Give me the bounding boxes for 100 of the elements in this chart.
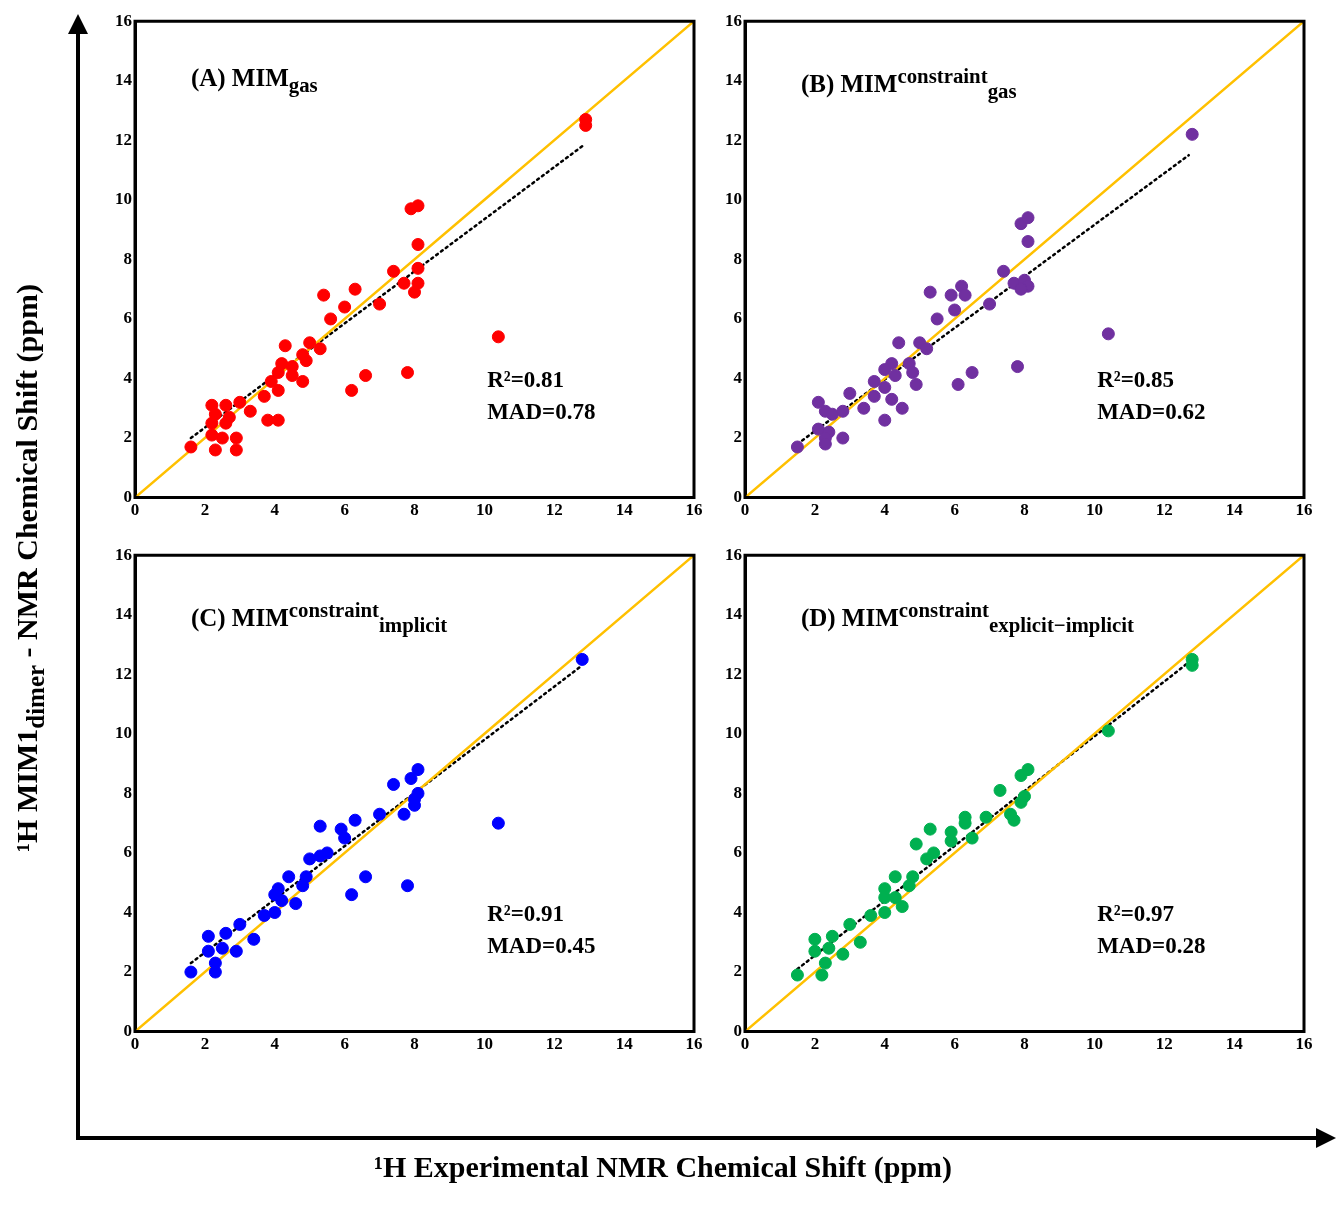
point [944, 288, 958, 302]
y-tick-label: 16 [725, 544, 742, 564]
point [491, 330, 505, 344]
x-tick-label: 8 [410, 500, 419, 520]
y-tick-label: 10 [725, 723, 742, 743]
point [843, 917, 857, 931]
point [219, 398, 233, 412]
point [299, 354, 313, 368]
y-tick-label: 0 [123, 1020, 132, 1040]
text: (A) MIM$_{gas}$ [190, 64, 318, 99]
point [923, 822, 937, 836]
point [822, 941, 836, 955]
point [338, 300, 352, 314]
point [920, 852, 934, 866]
point [184, 965, 198, 979]
point [397, 807, 411, 821]
point [888, 891, 902, 905]
point [1014, 795, 1028, 809]
point [930, 312, 944, 326]
y-tick-label: 8 [123, 782, 132, 802]
point [313, 819, 327, 833]
point [205, 428, 219, 442]
point [965, 366, 979, 380]
point [997, 264, 1011, 278]
x-tick-label: 10 [475, 1034, 493, 1054]
point [920, 342, 934, 356]
point [867, 389, 881, 403]
point [408, 285, 421, 299]
point [271, 413, 285, 427]
y-tick-label: 16 [115, 10, 132, 30]
y-tick-label: 4 [733, 367, 743, 387]
point [401, 879, 415, 893]
point [923, 285, 937, 299]
x-tick-label: 6 [950, 500, 959, 520]
annotation: R²=0.85 [1097, 366, 1176, 395]
point [345, 383, 359, 397]
point [888, 369, 902, 383]
x-tick-label: 8 [1020, 500, 1029, 520]
annotation: MAD=0.28 [1097, 932, 1206, 961]
y-tick-label: 14 [115, 604, 133, 624]
y-tick-label: 10 [115, 723, 132, 743]
point [825, 929, 839, 943]
point [282, 870, 296, 884]
point [843, 386, 857, 400]
point [808, 932, 822, 946]
y-tick-label: 10 [115, 189, 132, 209]
point [401, 366, 415, 380]
y-tick-label: 0 [123, 486, 132, 506]
point [1007, 813, 1021, 827]
point [268, 906, 282, 919]
point [878, 363, 892, 377]
point [853, 935, 867, 949]
x-tick-label: 4 [880, 500, 890, 520]
y-tick-label: 4 [733, 901, 743, 921]
y-tick-label: 2 [123, 961, 132, 981]
point [313, 342, 327, 356]
point [373, 297, 387, 311]
point [411, 763, 425, 777]
point [825, 407, 839, 421]
annotation: MAD=0.78 [487, 398, 596, 427]
y-tick-label: 0 [733, 486, 742, 506]
point [324, 312, 338, 326]
point [983, 297, 997, 311]
x-tick-label: 12 [1155, 500, 1173, 520]
y-tick-label: 14 [725, 70, 743, 90]
point [951, 377, 965, 391]
point [790, 440, 804, 454]
x-tick-label: 14 [1225, 500, 1244, 520]
x-tick-label: 2 [810, 500, 820, 520]
point [944, 834, 958, 848]
point [993, 783, 1007, 797]
point [979, 810, 993, 824]
point [275, 894, 289, 908]
point [864, 908, 878, 922]
point [411, 199, 425, 213]
point [289, 897, 303, 911]
annotation: R²=0.81 [487, 366, 566, 395]
point [338, 831, 352, 845]
point [303, 852, 317, 866]
x-tick-label: 8 [1020, 1034, 1029, 1054]
y-tick-label: 16 [115, 544, 132, 564]
point [359, 369, 373, 383]
x-axis-title: ¹H Experimental NMR Chemical Shift (ppm) [372, 1150, 954, 1184]
point [229, 944, 243, 958]
point [257, 389, 271, 403]
annotation: MAD=0.45 [487, 932, 596, 961]
point [229, 443, 243, 457]
point [317, 288, 331, 302]
y-tick-label: 6 [123, 308, 132, 328]
x-tick-label: 4 [880, 1034, 890, 1054]
point [208, 443, 222, 457]
point [411, 238, 425, 252]
x-tick-label: 14 [615, 500, 634, 520]
point [867, 374, 881, 388]
point [1101, 724, 1115, 738]
y-tick-label: 4 [123, 901, 133, 921]
point [815, 968, 829, 982]
point [215, 431, 229, 445]
x-tick-label: 12 [545, 500, 563, 520]
x-tick-label: 16 [1295, 1034, 1313, 1054]
